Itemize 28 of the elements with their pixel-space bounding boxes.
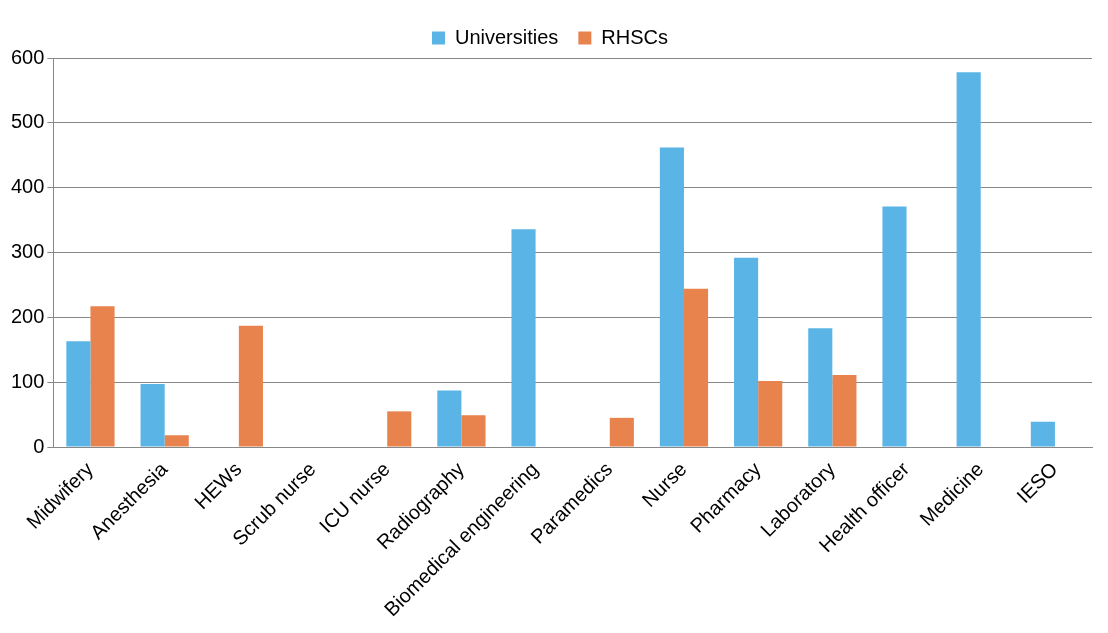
y-tick-label: 400 <box>10 175 45 198</box>
bar <box>437 390 462 447</box>
bar <box>164 435 189 447</box>
bar <box>758 380 783 447</box>
bar <box>609 417 634 447</box>
bar <box>1030 421 1055 447</box>
y-tick-label: 100 <box>10 369 45 392</box>
y-tick-label: 0 <box>33 434 45 457</box>
legend-label: Universities <box>454 25 559 48</box>
y-tick-label: 600 <box>10 45 45 68</box>
bar <box>683 288 709 447</box>
bar <box>734 257 759 447</box>
bar <box>659 147 684 447</box>
bar <box>832 375 857 447</box>
bar <box>956 72 981 447</box>
bar <box>238 325 263 447</box>
bar <box>461 415 486 447</box>
bar <box>511 229 536 447</box>
bar <box>90 306 115 447</box>
y-tick-label: 200 <box>10 304 45 327</box>
bar <box>66 341 91 447</box>
y-tick-label: 300 <box>10 240 45 263</box>
bar <box>387 411 412 447</box>
bar <box>882 206 907 447</box>
y-tick-label: 500 <box>10 110 45 133</box>
legend-label: RHSCs <box>601 25 669 48</box>
bar <box>808 328 833 447</box>
bar <box>140 384 165 447</box>
